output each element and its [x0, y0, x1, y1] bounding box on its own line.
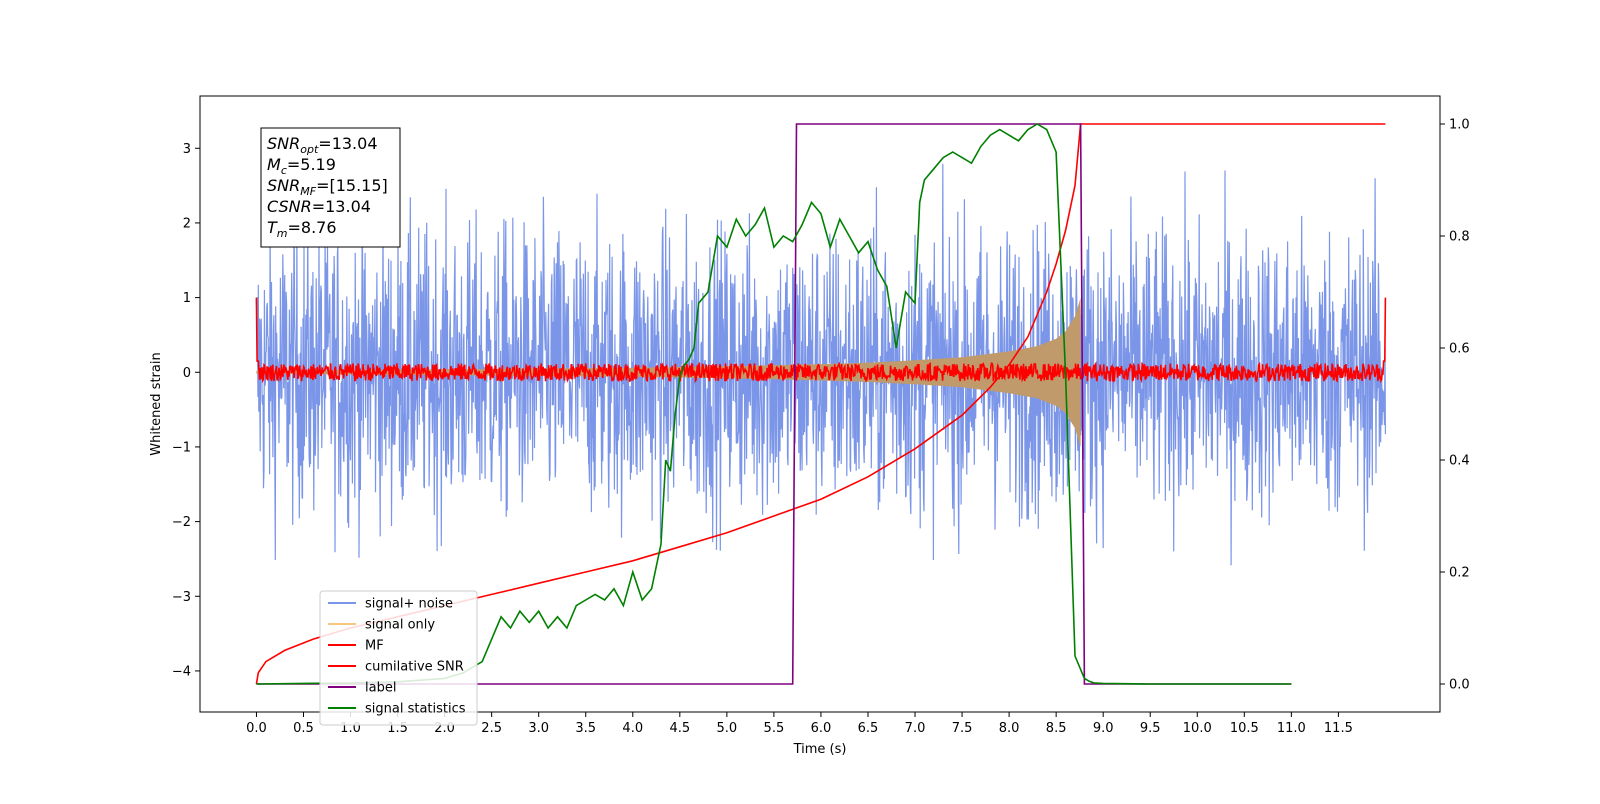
- x-tick-label: 3.5: [575, 721, 596, 736]
- x-tick-label: 6.5: [858, 721, 879, 736]
- series-line-mf: [255, 297, 1387, 384]
- y-tick-label-left: −1: [172, 440, 191, 455]
- x-tick-label: 4.0: [622, 721, 643, 736]
- x-tick-label: 4.5: [669, 721, 690, 736]
- info-box-line: CSNR=13.04: [267, 197, 371, 216]
- series-line-signal-statistics: [256, 123, 1292, 685]
- legend: signal+ noise signal only MF cumilative SNR…: [319, 590, 478, 726]
- x-tick-label: 0.0: [246, 721, 267, 736]
- legend-label: MF: [365, 639, 384, 654]
- legend-frame: [319, 590, 478, 726]
- x-tick-label: 8.0: [999, 721, 1020, 736]
- legend-label: label: [365, 681, 396, 696]
- y-axis-left: 3 2 1 0 −1 −2 −3 −4: [172, 142, 200, 679]
- x-tick-label: 10.5: [1230, 721, 1259, 736]
- y-tick-label-left: −3: [172, 590, 191, 605]
- info-box-line: SNRopt=13.04: [267, 134, 378, 156]
- y-tick-label-right: 0.4: [1449, 454, 1470, 469]
- x-tick-label: 11.5: [1324, 721, 1353, 736]
- plot-frame: [199, 95, 1441, 713]
- info-box-line: Mc=5.19: [267, 155, 336, 177]
- x-tick-label: 5.5: [764, 721, 785, 736]
- x-tick-label: 8.5: [1046, 721, 1067, 736]
- info-box: SNRopt=13.04Mc=5.19SNRMF=[15.15]CSNR=13.…: [260, 127, 401, 248]
- y-tick-label-right: 0.6: [1449, 342, 1470, 357]
- info-box-frame: [260, 127, 401, 248]
- y-tick-label-left: −4: [172, 664, 191, 679]
- x-tick-label: 9.5: [1140, 721, 1161, 736]
- x-tick-label: 7.0: [905, 721, 926, 736]
- y-tick-label-left: 3: [183, 142, 191, 157]
- y-tick-label-right: 0.8: [1449, 230, 1470, 245]
- x-tick-label: 0.5: [293, 721, 314, 736]
- y-tick-label-right: 1.0: [1449, 118, 1470, 133]
- legend-label: signal only: [365, 618, 435, 633]
- y-tick-label-left: 1: [183, 291, 191, 306]
- info-box-line: SNRMF=[15.15]: [267, 176, 388, 198]
- y-tick-label-right: 0.2: [1449, 566, 1470, 581]
- x-tick-label: 3.0: [528, 721, 549, 736]
- x-tick-label: 9.0: [1093, 721, 1114, 736]
- legend-label: signal+ noise: [365, 597, 453, 612]
- y-tick-label-left: 2: [183, 216, 191, 231]
- y-axis-label: Whitened strain: [149, 352, 164, 455]
- x-tick-label: 11.0: [1277, 721, 1306, 736]
- x-tick-label: 5.0: [717, 721, 738, 736]
- series-area-signal-only: [256, 297, 1081, 447]
- y-tick-label-left: 0: [183, 366, 191, 381]
- y-axis-right: 1.0 0.8 0.6 0.4 0.2 0.0: [1440, 118, 1470, 693]
- x-axis-label: Time (s): [793, 742, 847, 757]
- x-tick-label: 7.5: [952, 721, 973, 736]
- x-tick-label: 2.5: [481, 721, 502, 736]
- info-box-line: Tm=8.76: [267, 218, 337, 240]
- y-tick-label-left: −2: [172, 515, 191, 530]
- y-tick-label-right: 0.0: [1449, 678, 1470, 693]
- x-tick-label: 6.0: [811, 721, 832, 736]
- legend-label: cumilative SNR: [365, 660, 464, 675]
- x-tick-label: 10.0: [1183, 721, 1212, 736]
- legend-label: signal statistics: [365, 702, 466, 717]
